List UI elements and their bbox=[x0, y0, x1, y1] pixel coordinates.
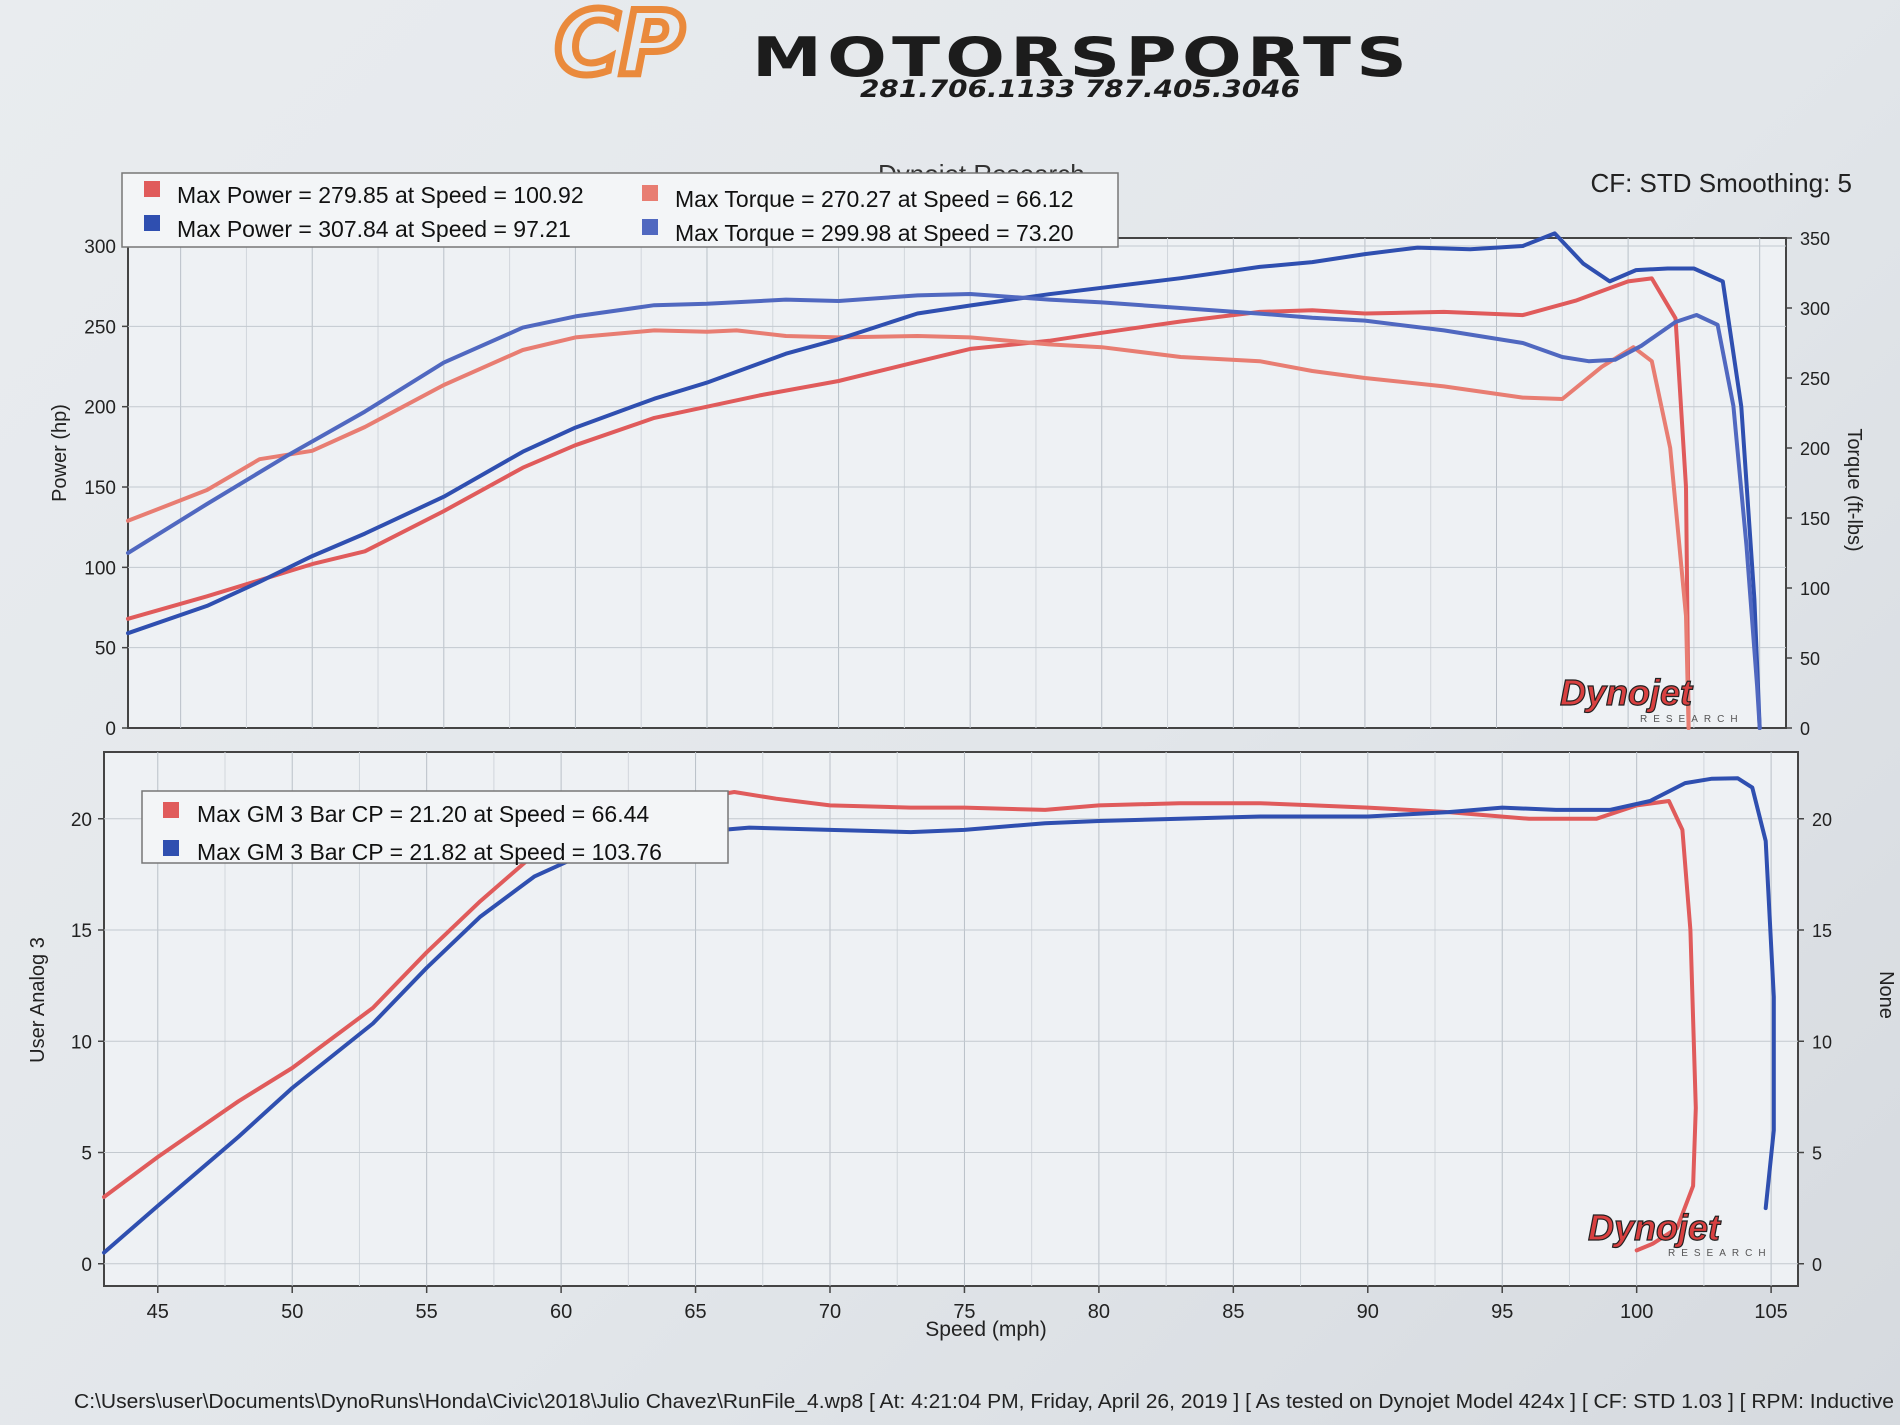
y-right-tick-label: 250 bbox=[1800, 369, 1830, 389]
legend-entry-blue-boost: Max GM 3 Bar CP = 21.82 at Speed = 103.7… bbox=[197, 839, 662, 865]
y-axis-right-top: 0 50 100 150 200 250 300 350 bbox=[1786, 229, 1830, 739]
y-axis-label-user-analog: User Analog 3 bbox=[27, 937, 49, 1063]
series-line-3 bbox=[126, 231, 1762, 730]
y-tick-label: 10 bbox=[71, 1032, 92, 1053]
series-top bbox=[126, 231, 1762, 730]
y-right-tick-label: 20 bbox=[1812, 810, 1832, 830]
legend-entry-red-power: Max Power = 279.85 at Speed = 100.92 bbox=[177, 182, 584, 208]
y-right-tick-label: 100 bbox=[1800, 579, 1830, 599]
y-right-tick-label: 350 bbox=[1800, 229, 1830, 249]
dynojet-watermark-bottom: Dynojet bbox=[1588, 1207, 1722, 1248]
legend-box-top bbox=[121, 172, 1119, 248]
x-tick-label: 60 bbox=[550, 1301, 572, 1323]
y-tick-label: 20 bbox=[71, 810, 92, 831]
y-tick-label: 5 bbox=[81, 1144, 92, 1165]
x-tick-label: 45 bbox=[147, 1301, 169, 1323]
x-axis-label-speed: Speed (mph) bbox=[925, 1318, 1046, 1341]
x-tick-label: 50 bbox=[281, 1301, 303, 1323]
y-tick-label: 100 bbox=[84, 558, 116, 579]
y-axis-left-bottom: 0 5 10 15 20 bbox=[71, 810, 104, 1276]
legend-swatch-red-torque bbox=[642, 185, 658, 201]
y-tick-label: 15 bbox=[71, 921, 92, 942]
legend-top: Max Power = 279.85 at Speed = 100.92 Max… bbox=[121, 172, 1119, 248]
x-tick-label: 75 bbox=[953, 1301, 975, 1323]
y-tick-label: 150 bbox=[84, 478, 116, 499]
y-right-tick-label: 50 bbox=[1800, 649, 1820, 669]
cf-smoothing-label: CF: STD Smoothing: 5 bbox=[1590, 168, 1852, 198]
series-bottom bbox=[102, 776, 1776, 1255]
y-axis-label-none: None bbox=[1875, 971, 1897, 1019]
y-axis-label-power: Power (hp) bbox=[49, 404, 71, 502]
legend-entry-red-boost: Max GM 3 Bar CP = 21.20 at Speed = 66.44 bbox=[197, 801, 649, 827]
series-line-2 bbox=[102, 776, 1776, 1255]
legend-swatch-blue-torque bbox=[642, 219, 658, 235]
footer-run-info: C:\Users\user\Documents\DynoRuns\Honda\C… bbox=[74, 1391, 1894, 1413]
x-tick-label: 70 bbox=[819, 1301, 841, 1323]
legend-swatch-red-power bbox=[144, 181, 160, 197]
legend-swatch-blue-power bbox=[144, 215, 160, 231]
series-line-2 bbox=[126, 328, 1691, 730]
y-right-tick-label: 0 bbox=[1800, 719, 1810, 739]
x-tick-label: 80 bbox=[1088, 1301, 1110, 1323]
series-line-1 bbox=[126, 276, 1691, 730]
plot-area-top bbox=[127, 237, 1787, 729]
legend-entry-red-torque: Max Torque = 270.27 at Speed = 66.12 bbox=[675, 186, 1074, 212]
series-line-4 bbox=[126, 292, 1762, 730]
y-right-tick-label: 10 bbox=[1812, 1032, 1832, 1052]
y-right-tick-label: 200 bbox=[1800, 439, 1830, 459]
x-tick-label: 95 bbox=[1491, 1301, 1513, 1323]
y-tick-label: 250 bbox=[84, 317, 116, 338]
legend-entry-blue-power: Max Power = 307.84 at Speed = 97.21 bbox=[177, 216, 571, 242]
y-right-tick-label: 5 bbox=[1812, 1144, 1822, 1164]
y-tick-label: 0 bbox=[81, 1255, 92, 1276]
phone-numbers: 281.706.1133 787.405.3046 bbox=[860, 75, 1300, 103]
y-right-tick-label: 150 bbox=[1800, 509, 1830, 529]
logo-mark: CP bbox=[555, 0, 684, 95]
legend-bottom: Max GM 3 Bar CP = 21.20 at Speed = 66.44… bbox=[141, 790, 729, 865]
x-axis-bottom: 45 50 55 60 65 70 75 80 85 90 95 100 105 bbox=[147, 1286, 1788, 1323]
y-tick-label: 50 bbox=[95, 639, 116, 660]
x-tick-label: 55 bbox=[416, 1301, 438, 1323]
x-tick-label: 90 bbox=[1357, 1301, 1379, 1323]
power-torque-chart: 0 50 100 150 200 250 300 0 50 100 150 200 250 300 350… bbox=[49, 172, 1865, 740]
legend-entry-blue-torque: Max Torque = 299.98 at Speed = 73.20 bbox=[675, 220, 1074, 246]
y-right-tick-label: 15 bbox=[1812, 921, 1832, 941]
y-axis-left-top: 0 50 100 150 200 250 300 bbox=[84, 237, 128, 740]
y-tick-label: 0 bbox=[105, 719, 116, 740]
y-axis-right-bottom: 0 5 10 15 20 bbox=[1798, 810, 1832, 1275]
dynojet-watermark-top: Dynojet bbox=[1560, 672, 1694, 713]
y-right-tick-label: 0 bbox=[1812, 1255, 1822, 1275]
y-right-tick-label: 300 bbox=[1800, 299, 1830, 319]
dynojet-research-bottom: RESEARCH bbox=[1668, 1248, 1772, 1259]
logo-wordmark: MOTORSPORTS bbox=[752, 26, 1412, 89]
cp-motorsports-logo: CP MOTORSPORTS 281.706.1133 787.405.3046 bbox=[552, 0, 1412, 103]
y-axis-label-torque: Torque (ft-lbs) bbox=[1843, 428, 1865, 551]
x-tick-label: 65 bbox=[684, 1301, 706, 1323]
boost-chart: 0 5 10 15 20 0 5 10 15 20 45 50 55 60 65 70 75 80 85 90 95… bbox=[27, 751, 1897, 1341]
legend-swatch-red-boost bbox=[163, 802, 179, 818]
legend-box-bottom bbox=[141, 790, 729, 864]
y-tick-label: 300 bbox=[84, 237, 116, 258]
y-tick-label: 200 bbox=[84, 398, 116, 419]
dynojet-research-top: RESEARCH bbox=[1640, 714, 1744, 725]
x-tick-label: 85 bbox=[1222, 1301, 1244, 1323]
legend-swatch-blue-boost bbox=[163, 840, 179, 856]
x-tick-label: 100 bbox=[1620, 1301, 1653, 1323]
series-line-1 bbox=[102, 790, 1698, 1253]
x-tick-label: 105 bbox=[1754, 1301, 1787, 1323]
